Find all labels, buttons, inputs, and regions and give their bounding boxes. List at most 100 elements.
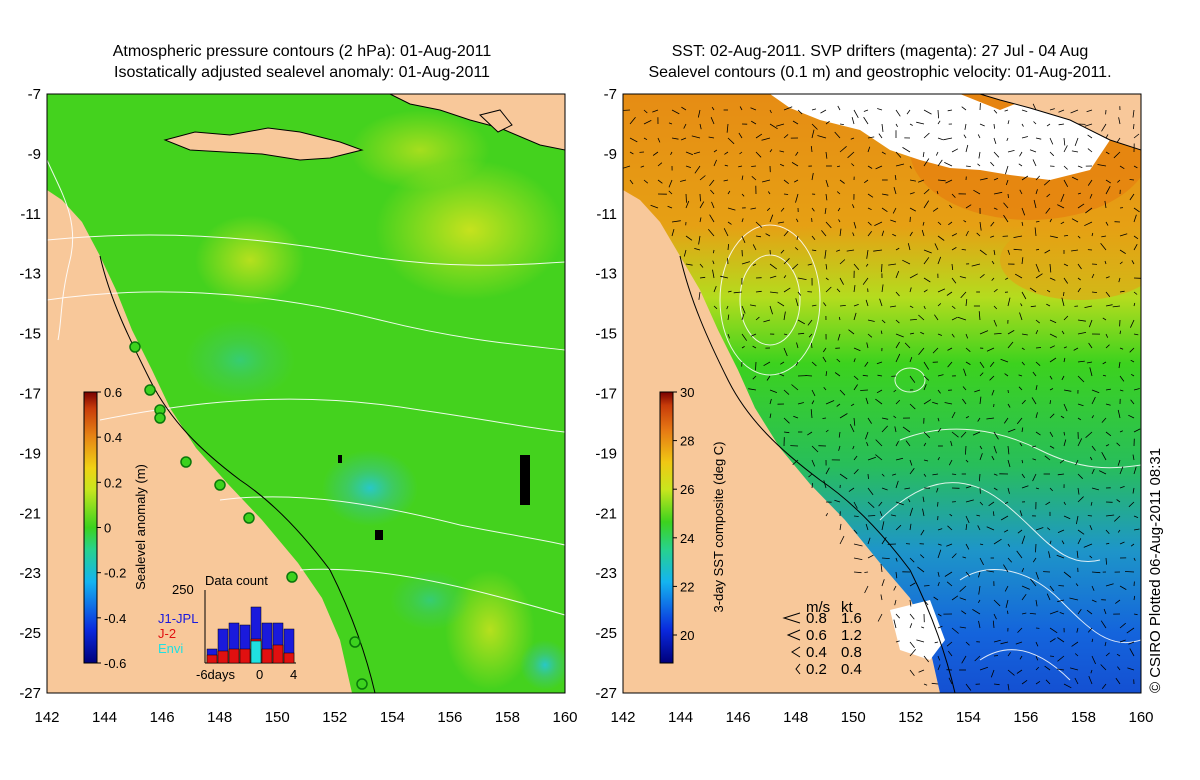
velocity-arrow — [853, 221, 857, 229]
velocity-arrow — [762, 179, 771, 183]
velocity-arrow — [853, 529, 858, 534]
velocity-arrow — [867, 221, 872, 226]
velocity-arrow — [923, 109, 932, 115]
velocity-arrow — [795, 193, 799, 203]
velocity-arrow — [853, 543, 863, 547]
velocity-arrow — [867, 207, 872, 211]
velocity-arrow — [834, 499, 841, 503]
velocity-arrow — [993, 305, 998, 310]
velocity-arrow — [1077, 192, 1082, 195]
velocity-arrow — [1133, 207, 1140, 213]
velocity-arrow — [875, 398, 883, 405]
velocity-arrow — [1091, 291, 1098, 293]
velocity-arrow — [880, 330, 883, 335]
velocity-arrow — [993, 109, 998, 114]
velocity-arrow — [811, 304, 817, 307]
velocity-arrow — [957, 316, 967, 321]
velocity-arrow — [691, 135, 701, 139]
x-axis-label: 152 — [898, 709, 923, 726]
velocity-arrow — [923, 442, 927, 447]
velocity-arrow — [1032, 159, 1037, 167]
histogram-title: Data count — [205, 573, 268, 588]
velocity-arrow — [797, 332, 805, 335]
velocity-arrow — [811, 235, 816, 240]
velocity-arrow — [895, 291, 900, 297]
velocity-arrow — [1117, 666, 1121, 671]
velocity-arrow — [766, 207, 771, 211]
cloud-mask — [770, 94, 1110, 180]
velocity-arrow — [1101, 683, 1107, 689]
velocity-arrow — [1105, 186, 1111, 195]
velocity-arrow — [1045, 207, 1051, 214]
velocity-arrow — [763, 319, 771, 323]
velocity-arrow — [1119, 389, 1124, 392]
velocity-arrow — [867, 231, 873, 237]
velocity-arrow — [1057, 204, 1065, 209]
velocity-arrow — [895, 571, 898, 579]
velocity-arrow — [1087, 627, 1093, 633]
velocity-arrow — [1048, 551, 1051, 559]
velocity-legend-arrow — [782, 612, 801, 624]
velocity-arrow — [947, 109, 953, 112]
velocity-arrow — [825, 429, 829, 433]
velocity-arrow — [1077, 165, 1083, 168]
velocity-arrow — [895, 341, 900, 349]
velocity-arrow — [937, 457, 940, 461]
velocity-arrow — [951, 316, 958, 321]
velocity-arrow — [1063, 683, 1072, 689]
velocity-arrow — [755, 316, 760, 321]
velocity-arrow — [1021, 473, 1026, 479]
velocity-arrow — [1063, 235, 1069, 237]
velocity-arrow — [1105, 151, 1110, 155]
velocity-arrow — [783, 275, 787, 279]
velocity-arrow — [947, 650, 953, 657]
velocity-arrow — [906, 109, 911, 115]
velocity-arrow — [1087, 134, 1093, 139]
velocity-arrow — [1003, 564, 1009, 573]
velocity-arrow — [1007, 610, 1009, 615]
velocity-arrow — [1057, 599, 1065, 603]
velocity-arrow — [923, 459, 929, 462]
velocity-arrow — [1021, 109, 1028, 112]
velocity-arrow — [1017, 627, 1023, 633]
velocity-arrow — [783, 193, 789, 195]
velocity-arrow — [739, 151, 743, 155]
velocity-arrow — [811, 459, 816, 467]
velocity-arrow — [755, 235, 762, 238]
velocity-arrow — [1007, 445, 1010, 455]
velocity-arrow — [948, 221, 953, 226]
velocity-arrow — [838, 431, 841, 438]
velocity-arrow — [1105, 652, 1110, 657]
velocity-arrow — [853, 417, 856, 426]
velocity-arrow — [993, 249, 996, 256]
velocity-arrow — [923, 305, 926, 310]
velocity-arrow — [1016, 417, 1023, 425]
bathymetry-contour — [679, 255, 956, 693]
velocity-arrow — [1119, 486, 1125, 489]
velocity-arrow — [993, 473, 998, 476]
velocity-arrow — [1049, 137, 1054, 145]
velocity-arrow — [824, 207, 827, 214]
velocity-arrow — [890, 219, 897, 223]
velocity-arrow — [699, 193, 701, 202]
x-axis-label: 150 — [841, 709, 866, 726]
velocity-arrow — [992, 620, 995, 629]
velocity-arrow — [951, 263, 954, 271]
right-y-axis-labels: -7 -9 -11 -13 -15 -17 -19 -21 -23 -25 -27 — [595, 86, 617, 702]
velocity-arrow — [824, 249, 827, 259]
velocity-arrow — [698, 291, 701, 300]
velocity-arrow — [822, 417, 827, 419]
velocity-arrow — [1075, 459, 1079, 466]
velocity-arrow — [937, 625, 943, 629]
velocity-arrow — [1133, 214, 1137, 223]
velocity-arrow — [867, 501, 875, 508]
velocity-arrow — [909, 287, 912, 293]
velocity-arrow — [905, 440, 911, 447]
velocity-arrow — [1084, 305, 1093, 308]
velocity-arrow — [836, 249, 841, 252]
velocity-arrow — [895, 353, 901, 363]
velocity-arrow — [825, 263, 828, 270]
velocity-arrow — [1063, 315, 1069, 321]
velocity-arrow — [709, 179, 715, 187]
velocity-arrow — [867, 136, 875, 139]
